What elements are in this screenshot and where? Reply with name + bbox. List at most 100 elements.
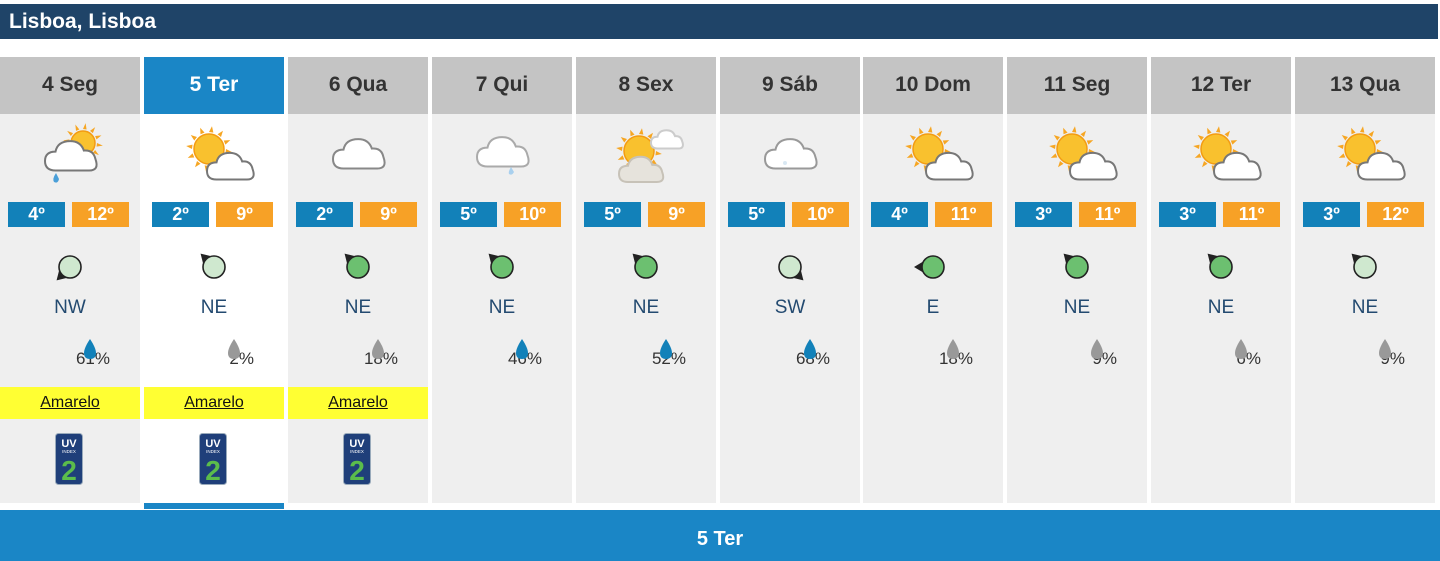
day-header[interactable]: 8 Sex bbox=[576, 57, 716, 114]
day-header[interactable]: 11 Seg bbox=[1007, 57, 1147, 114]
day-header[interactable]: 4 Seg bbox=[0, 57, 140, 114]
rain-probability: 2% bbox=[144, 337, 284, 373]
weather-alert-link[interactable]: Amarelo bbox=[144, 387, 284, 419]
sun-cloud-icon bbox=[1176, 121, 1266, 191]
wind-direction-icon bbox=[770, 247, 810, 287]
raindrop-icon bbox=[1232, 337, 1250, 361]
wind-direction-icon bbox=[913, 247, 953, 287]
rain-probability: 9% bbox=[1007, 337, 1147, 373]
temperature-range: 2º 9º bbox=[152, 202, 276, 227]
svg-text:UV: UV bbox=[205, 438, 221, 450]
raindrop-icon bbox=[81, 337, 99, 361]
min-temp: 4º bbox=[871, 202, 928, 227]
temperature-range: 4º 11º bbox=[871, 202, 995, 227]
wind-direction: NE bbox=[1207, 297, 1235, 318]
wind-direction-icon bbox=[1345, 247, 1385, 287]
max-temp: 12º bbox=[1367, 202, 1424, 227]
raindrop-icon bbox=[225, 337, 243, 361]
rain-percent: 6% bbox=[1236, 349, 1261, 368]
wind-direction: NE bbox=[344, 297, 372, 318]
temperature-range: 5º 10º bbox=[728, 202, 852, 227]
min-temp: 5º bbox=[440, 202, 497, 227]
wind-direction-icon bbox=[338, 247, 378, 287]
wind-direction-icon bbox=[482, 247, 522, 287]
max-temp: 11º bbox=[935, 202, 992, 227]
day-column[interactable]: 9 Sáb 5º 10º SW 68% bbox=[720, 57, 860, 503]
selected-indicator bbox=[144, 503, 284, 509]
day-header[interactable]: 5 Ter bbox=[144, 57, 284, 114]
rain-probability: 18% bbox=[288, 337, 428, 373]
rain-percent: 9% bbox=[1380, 349, 1405, 368]
svg-text:2: 2 bbox=[61, 455, 77, 485]
wind-direction: NE bbox=[488, 297, 516, 318]
cloud-faded-icon bbox=[745, 121, 835, 191]
forecast-days: 4 Seg 4º 12º NW 61% Amarelo UV INDEX 2 5… bbox=[0, 57, 1440, 509]
max-temp: 10º bbox=[504, 202, 561, 227]
raindrop-icon bbox=[944, 337, 962, 361]
min-temp: 2º bbox=[152, 202, 209, 227]
uv-index-icon: UV INDEX 2 bbox=[343, 433, 371, 486]
sun-clouds-faded-icon bbox=[601, 121, 691, 191]
min-temp: 4º bbox=[8, 202, 65, 227]
selected-day-bar[interactable]: 5 Ter bbox=[0, 510, 1440, 561]
max-temp: 12º bbox=[72, 202, 129, 227]
svg-text:INDEX: INDEX bbox=[206, 449, 220, 454]
weather-alert-link[interactable]: Amarelo bbox=[288, 387, 428, 419]
cloud-drizzle-icon bbox=[457, 121, 547, 191]
max-temp: 10º bbox=[792, 202, 849, 227]
wind-direction: NW bbox=[54, 297, 86, 318]
min-temp: 2º bbox=[296, 202, 353, 227]
day-column[interactable]: 13 Qua 3º 12º NE 9% bbox=[1295, 57, 1435, 503]
min-temp: 3º bbox=[1303, 202, 1360, 227]
raindrop-icon bbox=[1088, 337, 1106, 361]
day-column[interactable]: 12 Ter 3º 11º NE 6% bbox=[1151, 57, 1291, 503]
raindrop-icon bbox=[1376, 337, 1394, 361]
min-temp: 3º bbox=[1159, 202, 1216, 227]
max-temp: 9º bbox=[648, 202, 705, 227]
day-header[interactable]: 7 Qui bbox=[432, 57, 572, 114]
rain-percent: 9% bbox=[1092, 349, 1117, 368]
cloud-icon bbox=[313, 121, 403, 191]
day-header[interactable]: 6 Qua bbox=[288, 57, 428, 114]
location-title: Lisboa, Lisboa bbox=[0, 4, 1438, 39]
uv-index-icon: UV INDEX 2 bbox=[55, 433, 83, 486]
day-column[interactable]: 10 Dom 4º 11º E 18% bbox=[863, 57, 1003, 503]
rain-percent: 2% bbox=[229, 349, 254, 368]
wind-direction: NE bbox=[1063, 297, 1091, 318]
rain-probability: 46% bbox=[432, 337, 572, 373]
day-column[interactable]: 11 Seg 3º 11º NE 9% bbox=[1007, 57, 1147, 503]
rain-probability: 61% bbox=[0, 337, 140, 373]
rain-percent: 68% bbox=[795, 349, 830, 368]
temperature-range: 5º 9º bbox=[584, 202, 708, 227]
temperature-range: 2º 9º bbox=[296, 202, 420, 227]
wind-direction: NE bbox=[632, 297, 660, 318]
rain-probability: 18% bbox=[863, 337, 1003, 373]
svg-text:INDEX: INDEX bbox=[350, 449, 364, 454]
min-temp: 3º bbox=[1015, 202, 1072, 227]
rain-percent: 46% bbox=[507, 349, 542, 368]
day-column[interactable]: 4 Seg 4º 12º NW 61% Amarelo UV INDEX 2 bbox=[0, 57, 140, 503]
svg-text:UV: UV bbox=[349, 438, 365, 450]
max-temp: 9º bbox=[360, 202, 417, 227]
max-temp: 11º bbox=[1223, 202, 1280, 227]
day-header[interactable]: 10 Dom bbox=[863, 57, 1003, 114]
raindrop-icon bbox=[801, 337, 819, 361]
wind-direction-icon bbox=[1201, 247, 1241, 287]
day-header[interactable]: 13 Qua bbox=[1295, 57, 1435, 114]
temperature-range: 3º 11º bbox=[1159, 202, 1283, 227]
day-column[interactable]: 5 Ter 2º 9º NE 2% Amarelo UV INDEX 2 bbox=[144, 57, 284, 509]
wind-direction: E bbox=[926, 297, 940, 318]
svg-text:2: 2 bbox=[205, 455, 221, 485]
raindrop-icon bbox=[657, 337, 675, 361]
day-header[interactable]: 12 Ter bbox=[1151, 57, 1291, 114]
day-header[interactable]: 9 Sáb bbox=[720, 57, 860, 114]
max-temp: 9º bbox=[216, 202, 273, 227]
rain-probability: 9% bbox=[1295, 337, 1435, 373]
day-column[interactable]: 8 Sex 5º 9º NE 52% bbox=[576, 57, 716, 503]
wind-direction-icon bbox=[1057, 247, 1097, 287]
weather-alert-link[interactable]: Amarelo bbox=[0, 387, 140, 419]
day-column[interactable]: 7 Qui 5º 10º NE 46% bbox=[432, 57, 572, 503]
temperature-range: 5º 10º bbox=[440, 202, 564, 227]
day-column[interactable]: 6 Qua 2º 9º NE 18% Amarelo UV INDEX 2 bbox=[288, 57, 428, 503]
min-temp: 5º bbox=[584, 202, 641, 227]
